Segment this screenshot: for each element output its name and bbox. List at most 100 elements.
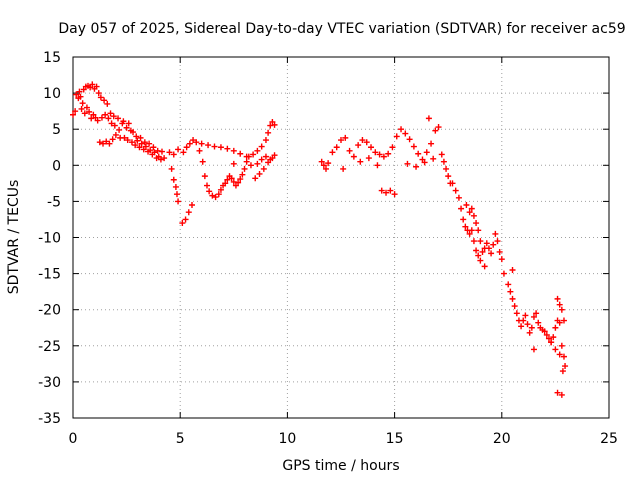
x-tick-label: 15	[386, 431, 404, 447]
data-point	[206, 188, 213, 195]
data-point	[389, 144, 396, 151]
data-point	[513, 310, 520, 317]
data-point	[123, 124, 130, 131]
data-point	[137, 134, 144, 141]
data-point	[217, 144, 224, 151]
data-point	[543, 331, 550, 338]
data-point	[428, 140, 435, 147]
y-tick-label: -5	[47, 194, 61, 210]
data-point	[509, 266, 516, 273]
data-point	[468, 227, 475, 234]
x-axis-label: GPS time / hours	[282, 458, 399, 474]
data-point	[463, 202, 470, 209]
chart-title: Day 057 of 2025, Sidereal Day-to-day VTE…	[58, 21, 625, 37]
data-point	[509, 295, 516, 302]
data-point	[432, 127, 439, 134]
data-point	[526, 329, 533, 336]
data-point	[209, 192, 216, 199]
data-point	[109, 136, 116, 143]
data-point	[262, 153, 269, 160]
data-point	[511, 303, 518, 310]
y-tick-label: -35	[38, 411, 61, 427]
y-tick-label: 10	[43, 86, 61, 102]
x-tick-label: 0	[69, 431, 78, 447]
data-point	[449, 180, 456, 187]
data-point	[256, 170, 263, 177]
data-point	[224, 145, 231, 152]
data-point	[406, 136, 413, 143]
data-point	[222, 180, 229, 187]
data-point	[105, 115, 112, 122]
data-point	[372, 149, 379, 156]
data-point	[70, 111, 76, 118]
data-point	[133, 133, 140, 140]
y-tick-label: 15	[43, 50, 61, 66]
data-point	[142, 143, 149, 150]
data-point	[104, 100, 111, 107]
data-point	[560, 353, 567, 360]
data-point	[193, 139, 200, 146]
x-tick-label: 5	[176, 431, 185, 447]
data-point	[173, 191, 180, 198]
data-point	[357, 158, 364, 165]
data-point	[320, 162, 327, 169]
data-point	[383, 189, 390, 196]
data-point	[524, 321, 531, 328]
data-point	[228, 175, 235, 182]
data-point	[385, 150, 392, 157]
data-point	[247, 162, 254, 169]
data-point	[138, 140, 145, 147]
data-point	[507, 288, 514, 295]
data-point	[258, 143, 265, 150]
data-point	[365, 155, 372, 162]
data-point	[106, 140, 113, 147]
data-point	[157, 156, 164, 163]
data-point	[485, 245, 492, 252]
data-point	[186, 140, 193, 147]
data-point	[458, 205, 465, 212]
data-point	[201, 173, 208, 180]
y-tick-label: -30	[38, 375, 61, 391]
data-point	[505, 281, 512, 288]
data-point	[188, 202, 195, 209]
data-point	[533, 310, 540, 317]
data-points	[70, 81, 569, 398]
data-point	[112, 131, 119, 138]
data-point	[198, 140, 205, 147]
data-point	[554, 295, 561, 302]
data-point	[94, 117, 101, 124]
data-point	[393, 133, 400, 140]
data-point	[172, 183, 179, 190]
data-point	[479, 248, 486, 255]
data-point	[415, 150, 422, 157]
data-point	[224, 176, 231, 183]
data-point	[530, 346, 537, 353]
data-point	[86, 108, 93, 115]
data-point	[97, 94, 104, 101]
data-point	[548, 339, 555, 346]
data-point	[455, 194, 462, 201]
data-point	[230, 147, 237, 154]
data-point	[110, 113, 117, 120]
data-point	[560, 317, 567, 324]
data-point	[452, 187, 459, 194]
data-point	[435, 124, 442, 131]
y-tick-label: -10	[38, 231, 61, 247]
data-point	[237, 150, 244, 157]
data-point	[95, 90, 102, 97]
data-point	[76, 88, 83, 95]
data-point	[425, 115, 432, 122]
data-point	[217, 186, 224, 193]
data-point	[470, 212, 477, 219]
data-point	[355, 142, 362, 149]
data-point	[88, 115, 95, 122]
data-point	[101, 97, 108, 104]
data-point	[130, 129, 137, 136]
data-point	[204, 182, 210, 189]
data-point	[340, 165, 347, 172]
data-point	[500, 270, 507, 277]
data-point	[552, 324, 559, 331]
data-point	[196, 147, 203, 154]
data-point	[440, 158, 447, 165]
